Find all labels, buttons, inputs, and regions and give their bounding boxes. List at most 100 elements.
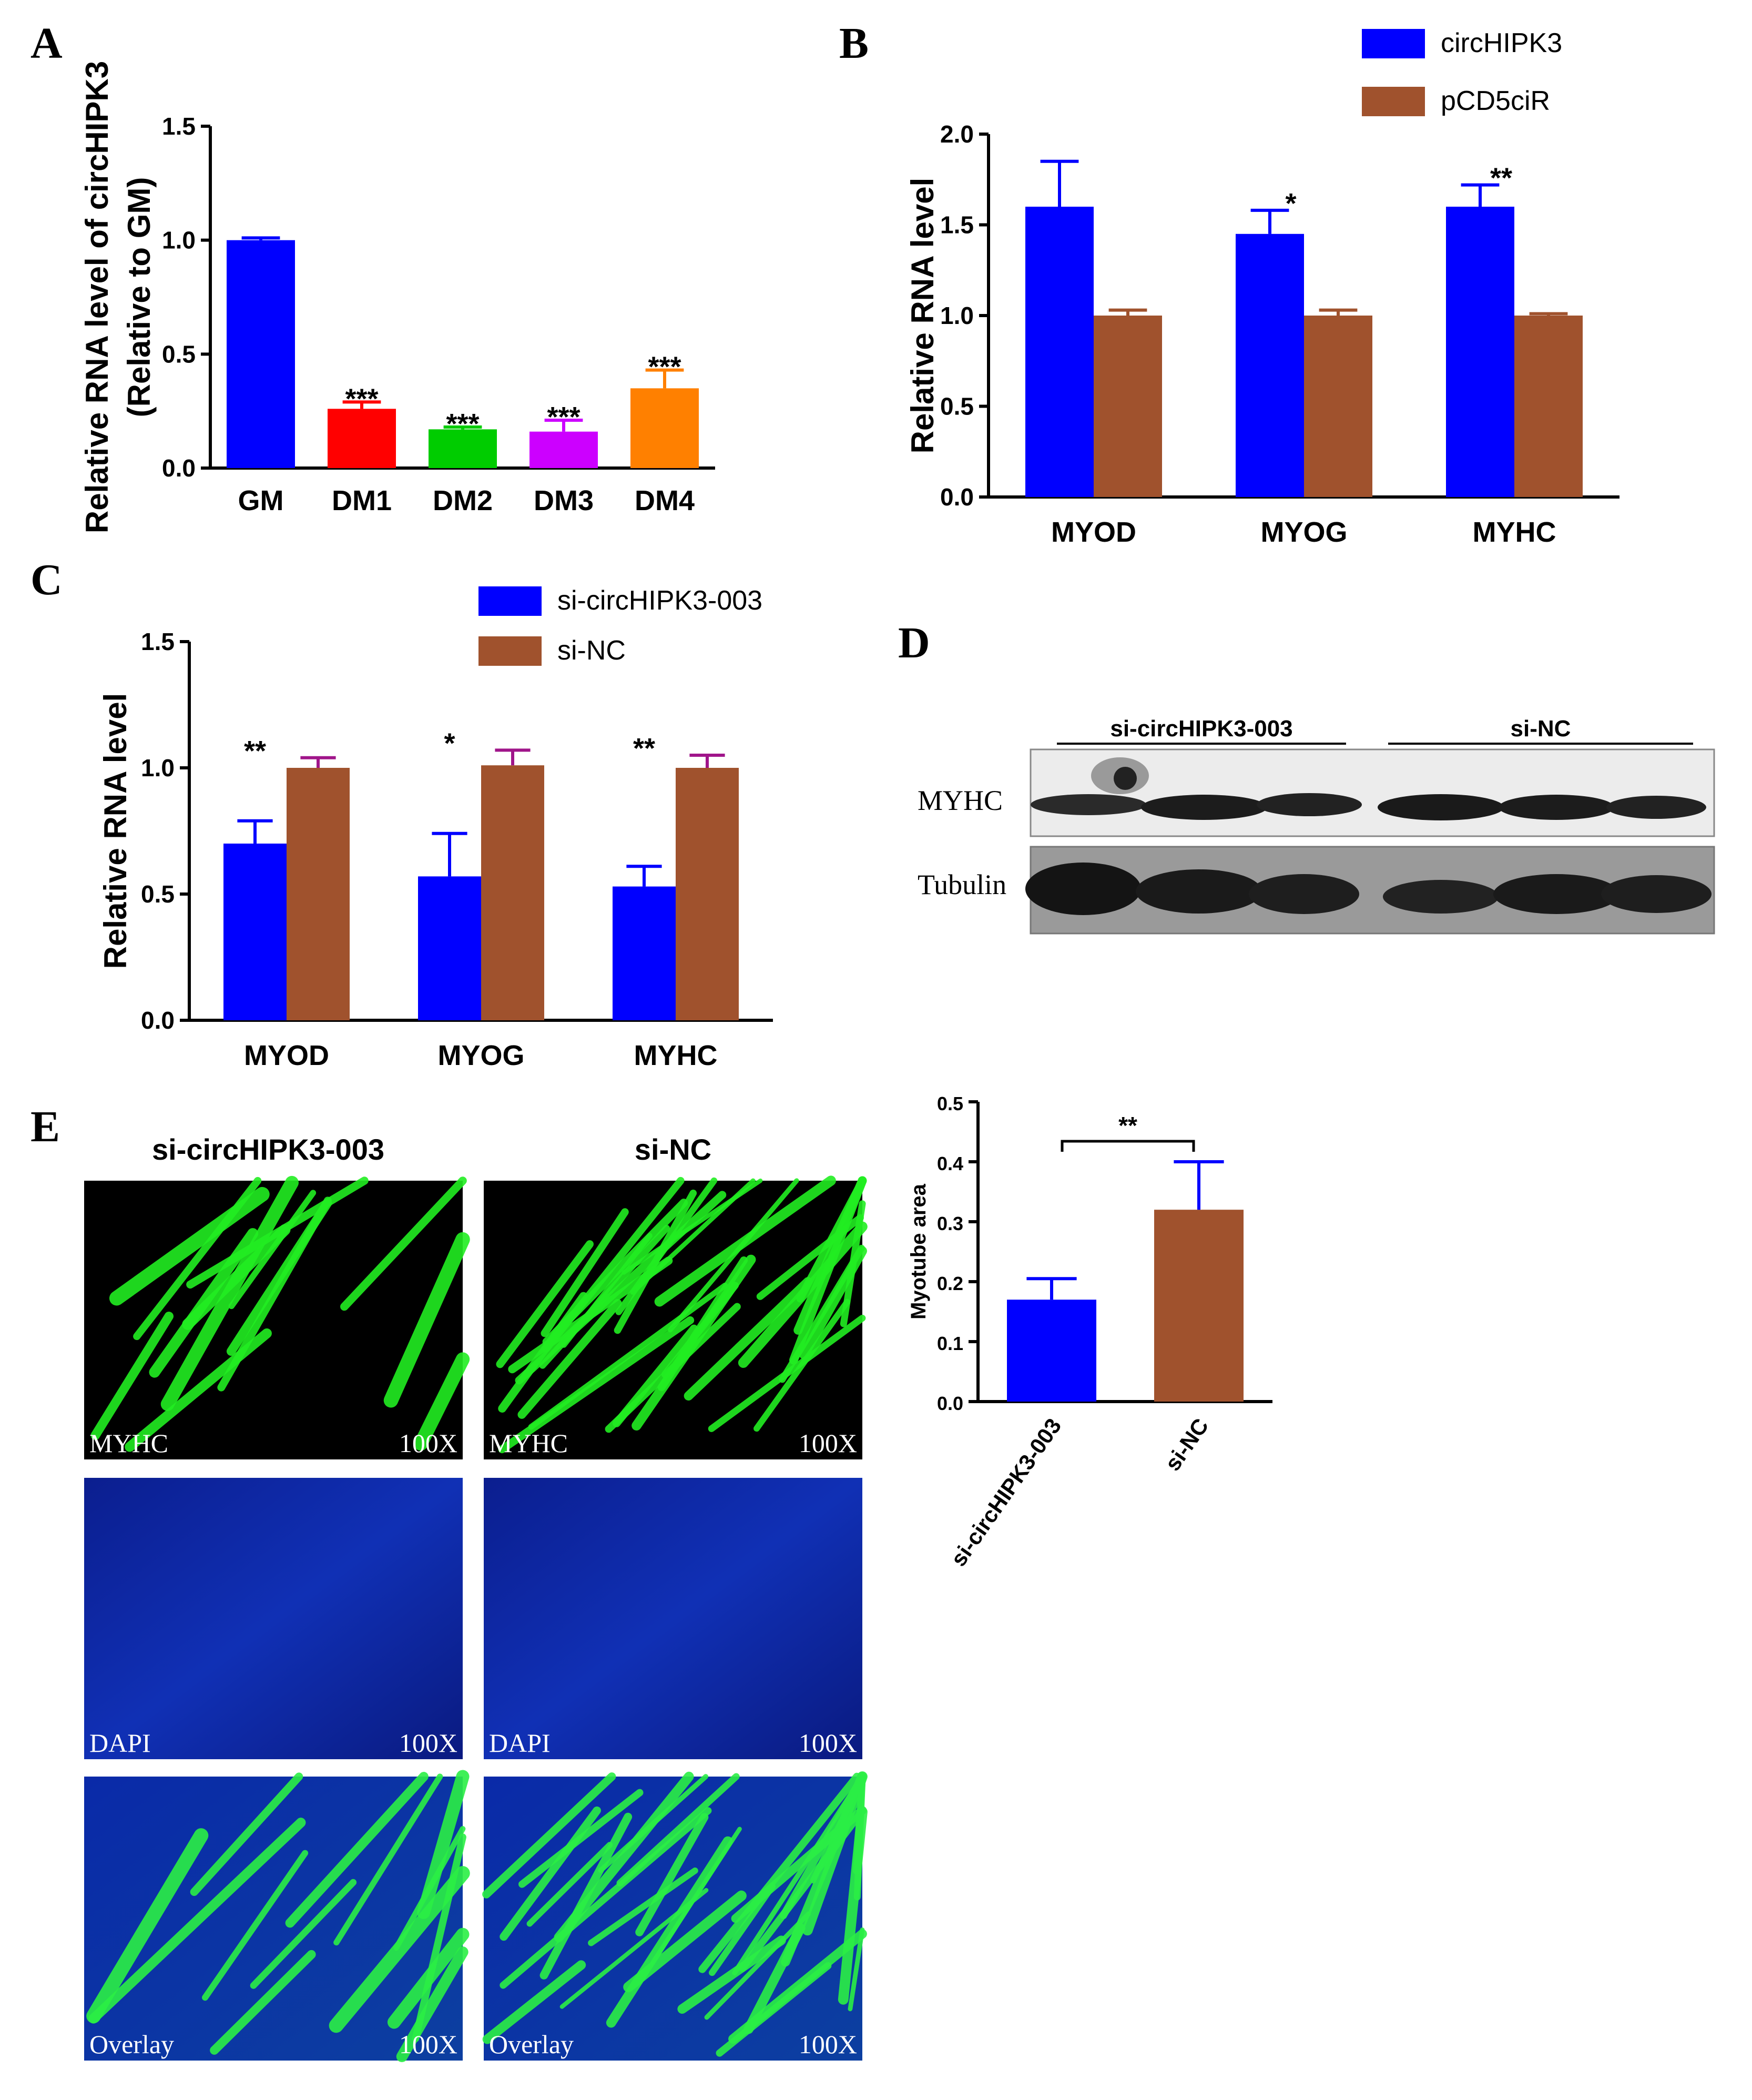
bar-si-nc-0 <box>1154 1210 1244 1402</box>
myotube-fiber <box>526 1842 613 1927</box>
myotube-fiber <box>756 1214 864 1300</box>
myotube-fiber <box>518 1789 644 1888</box>
myotube-fiber <box>414 1352 470 1451</box>
x-tick-label: DM1 <box>332 485 392 516</box>
blot-band-myhc-6 <box>1606 796 1706 819</box>
panel-label-e: E <box>30 1102 60 1151</box>
micro-tile-overlay-2: Overlay 100X <box>482 1771 868 2061</box>
micro-channel-label: MYHC <box>89 1428 168 1458</box>
myotube-fiber <box>677 1935 786 2014</box>
myotube-fiber <box>541 1208 629 1337</box>
x-tick-label: MYOG <box>437 1040 524 1071</box>
myotube-fiber <box>743 1923 806 2034</box>
myotube-fiber <box>615 1177 718 1315</box>
y-tick-label: 0.0 <box>162 454 196 482</box>
x-tick-label: DM3 <box>534 485 594 516</box>
blot-band-tubulin-1 <box>1025 863 1141 915</box>
micro-magnification: 100X <box>799 1428 857 1458</box>
micro-tile-myhc-1: MYHC 100X <box>84 1175 470 1459</box>
significance-marker: *** <box>446 408 479 440</box>
myotube-fiber <box>412 1833 466 2042</box>
y-axis-label: Relative RNA level of circHIPK3 <box>79 61 115 533</box>
y-tick-label: 1.5 <box>940 211 974 239</box>
myotube-fiber <box>606 1836 733 2028</box>
myotube-fiber <box>616 1773 740 1887</box>
micro-magnification: 100X <box>399 2030 457 2059</box>
y-tick-label: 0.1 <box>937 1333 963 1354</box>
myotube-fiber <box>182 1224 291 1330</box>
myotube-fiber <box>202 1850 309 2001</box>
bar-si-circhipk3-003-0 <box>1007 1300 1096 1402</box>
myotube-fiber <box>716 1962 832 2057</box>
legend-label-1: pCD5ciR <box>1441 86 1550 116</box>
significance-marker: *** <box>648 351 681 383</box>
bar-myod-0 <box>1025 207 1094 497</box>
bar-myhc-0 <box>1446 207 1514 497</box>
micro-magnification: 100X <box>399 1728 457 1758</box>
blot-band-tubulin-6 <box>1601 875 1712 913</box>
y-tick-label: 0.0 <box>141 1007 175 1034</box>
myotube-fiber <box>190 1772 303 1896</box>
y-tick-label: 0.5 <box>937 1093 963 1114</box>
micro-tile-bg <box>84 1478 463 1759</box>
micro-tile-bg <box>84 1777 463 2061</box>
significance-bracket <box>1061 1140 1195 1152</box>
y-tick-label: 1.0 <box>162 227 196 254</box>
y-tick-label: 2.0 <box>940 120 974 148</box>
micro-tile-overlay-1: Overlay 100X <box>84 1770 470 2063</box>
bar-myhc-0 <box>613 886 676 1020</box>
myotube-fiber <box>498 1292 588 1413</box>
bar-dm3-0 <box>529 431 598 468</box>
blot-row-label-myhc: MYHC <box>918 785 1003 816</box>
bar-myod-1 <box>1094 316 1162 497</box>
significance-marker: ** <box>633 733 655 764</box>
myotube-fiber <box>250 1879 357 1989</box>
blot-row-label-tubulin: Tubulin <box>918 869 1006 900</box>
bar-myog-1 <box>1304 316 1372 497</box>
chart-a: 0.0 0.5 1.0 1.5 Relative RNA level of circHI… <box>79 61 715 533</box>
micro-channel-label: Overlay <box>489 2030 574 2059</box>
y-axis-label: (Relative to GM) <box>121 177 157 418</box>
y-tick-label: 0.0 <box>937 1393 963 1414</box>
bar-dm1-0 <box>328 409 396 468</box>
y-tick-label: 1.5 <box>162 113 196 140</box>
microscopy-grid: si-circHIPK3-003 si-NC MYHC 100X MYHC 100XD… <box>84 1133 868 2063</box>
y-tick-label: 0.0 <box>940 483 974 511</box>
y-tick-label: 1.5 <box>141 628 175 655</box>
x-tick-label: GM <box>238 485 284 516</box>
chart-b: 0.0 0.5 1.0 1.5 2.0 Relative RNA level MYOD MYO… <box>905 28 1619 548</box>
bar-dm2-0 <box>429 429 497 468</box>
myotube-fiber <box>838 1807 868 2005</box>
myotube-fiber <box>340 1176 467 1311</box>
myotube-fiber <box>482 1960 586 2044</box>
micro-channel-label: MYHC <box>489 1428 568 1458</box>
legend-label-0: si-circHIPK3-003 <box>557 585 762 616</box>
myotube-fiber <box>86 1828 209 2024</box>
x-tick-label: MYOD <box>1051 516 1136 548</box>
blot-group-label-2: si-NC <box>1511 716 1571 742</box>
y-tick-label: 0.4 <box>937 1153 963 1174</box>
micro-magnification: 100X <box>399 1428 457 1458</box>
significance-marker: *** <box>547 401 580 433</box>
significance-marker: * <box>444 727 455 759</box>
micro-tile-bg <box>484 1478 862 1759</box>
myotube-fiber <box>500 1807 712 1989</box>
bar-myod-1 <box>287 768 350 1020</box>
chart-e-myotube: 0.0 0.1 0.2 0.3 0.4 0.5 Myotube area si-circHIP… <box>907 1093 1272 1571</box>
legend-swatch-1 <box>478 636 542 666</box>
blot-band-tubulin-3 <box>1249 874 1359 914</box>
legend-swatch-0 <box>1362 29 1425 58</box>
bar-myhc-1 <box>676 768 739 1020</box>
myotube-fiber <box>635 1813 709 1936</box>
blot-myhc-membrane <box>1030 748 1715 837</box>
myotube-fiber <box>704 1911 811 2020</box>
x-tick-label: MYHC <box>1473 516 1556 548</box>
significance-marker: * <box>1285 188 1296 219</box>
myotube-fiber <box>684 1277 813 1401</box>
myotube-fiber <box>329 1866 470 2033</box>
bar-dm4-0 <box>630 388 699 468</box>
myotube-fiber <box>802 1771 868 1936</box>
y-tick-label: 0.5 <box>940 393 974 420</box>
myotube-fiber <box>90 1312 174 1440</box>
